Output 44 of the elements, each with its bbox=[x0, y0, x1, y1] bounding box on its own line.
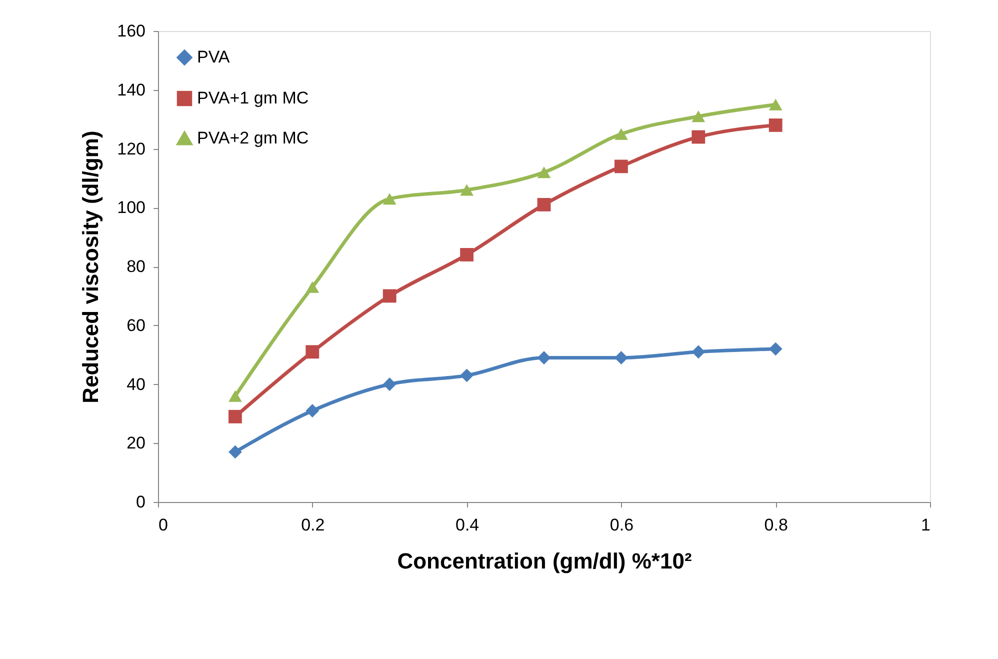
point bbox=[614, 160, 628, 174]
point bbox=[228, 390, 242, 402]
point bbox=[614, 351, 628, 364]
point bbox=[537, 351, 551, 364]
point bbox=[306, 281, 320, 293]
y-tick-label: 120 bbox=[117, 139, 146, 158]
point bbox=[306, 345, 320, 359]
legend-label: PVA+2 gm MC bbox=[197, 128, 309, 148]
point bbox=[768, 342, 782, 356]
point bbox=[460, 184, 474, 196]
point bbox=[382, 192, 396, 205]
point bbox=[460, 248, 474, 262]
x-tick-label: 0.2 bbox=[301, 516, 325, 534]
x-tick-label: 1 bbox=[921, 516, 930, 534]
y-tick-label: 0 bbox=[136, 492, 146, 512]
point bbox=[537, 198, 551, 212]
y-tick-label: 160 bbox=[117, 22, 146, 40]
point bbox=[692, 110, 706, 122]
x-tick-label: 0.4 bbox=[455, 516, 480, 534]
point bbox=[614, 128, 628, 140]
point bbox=[460, 368, 474, 382]
y-tick-label: 140 bbox=[117, 80, 146, 100]
point bbox=[228, 410, 242, 424]
point bbox=[382, 289, 396, 303]
point bbox=[768, 98, 782, 110]
legend-label: PVA+1 gm MC bbox=[197, 88, 309, 108]
point bbox=[537, 166, 551, 178]
y-tick-label: 80 bbox=[126, 257, 146, 276]
point bbox=[306, 404, 320, 418]
point bbox=[382, 378, 396, 391]
y-axis-title: Reduced viscosity (dl/gm) bbox=[78, 130, 104, 404]
point bbox=[768, 118, 782, 132]
point bbox=[692, 130, 706, 144]
x-tick-label: 0.6 bbox=[610, 516, 634, 534]
y-tick-label: 100 bbox=[117, 198, 146, 218]
point bbox=[228, 445, 242, 459]
point bbox=[692, 345, 706, 359]
x-axis-title: Concentration (gm/dl) %*10² bbox=[397, 548, 692, 574]
legend-label: PVA bbox=[197, 48, 230, 66]
y-tick-label: 40 bbox=[126, 374, 146, 394]
x-tick-label: 0.8 bbox=[764, 516, 788, 534]
y-tick-label: 60 bbox=[126, 316, 146, 335]
y-tick-label: 20 bbox=[126, 434, 146, 453]
x-tick-label: 0 bbox=[158, 516, 168, 534]
